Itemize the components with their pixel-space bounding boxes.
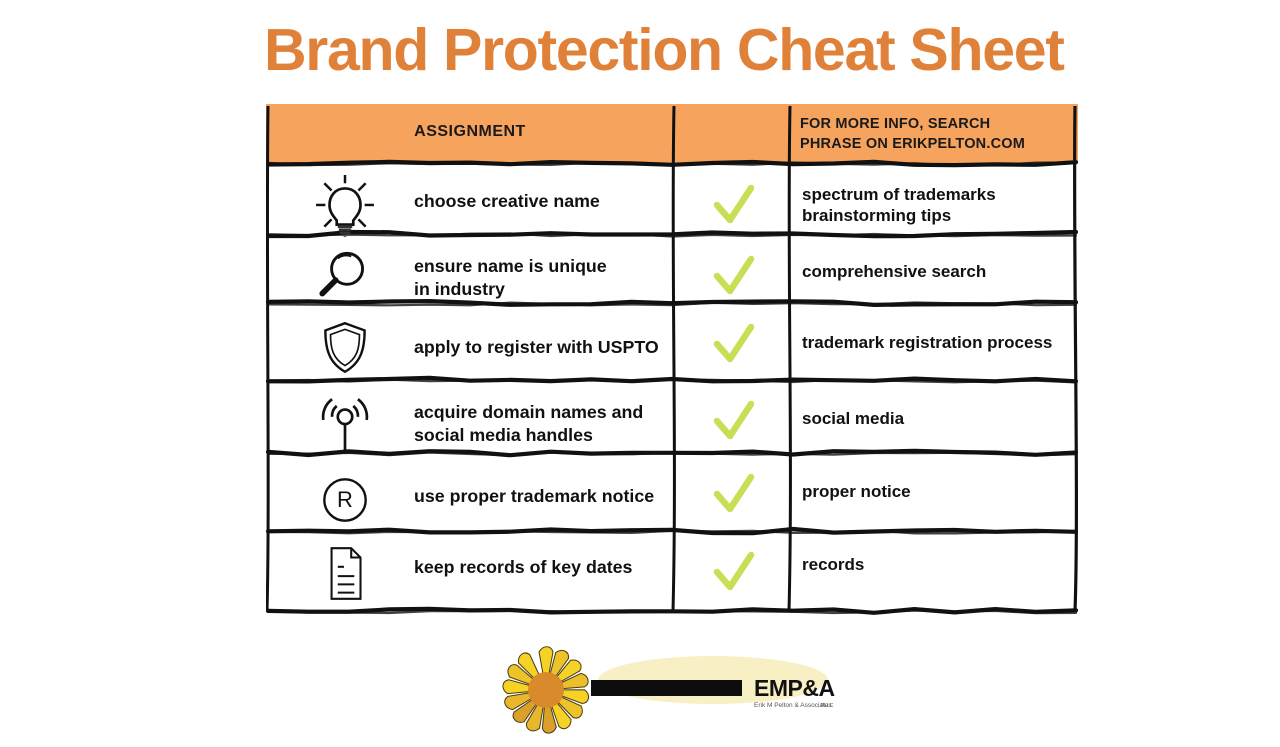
- svg-text:EMP&A: EMP&A: [754, 675, 835, 701]
- svg-text:, PLLC: , PLLC: [818, 703, 834, 709]
